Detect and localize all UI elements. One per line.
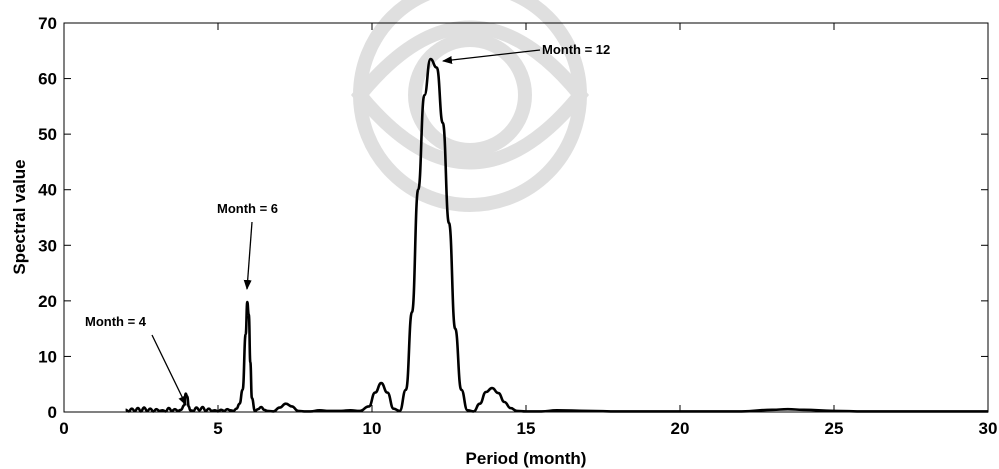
y-tick-label: 60	[38, 70, 57, 89]
y-tick-label: 20	[38, 292, 57, 311]
x-tick-label: 20	[671, 419, 690, 438]
annotation-arrow	[151, 334, 187, 406]
x-tick-label: 10	[363, 419, 382, 438]
watermark-emblem	[350, 0, 590, 212]
y-axis-label: Spectral value	[10, 159, 29, 274]
annotation-label: Month = 6	[217, 201, 278, 216]
annotation-arrow	[442, 49, 541, 64]
x-tick-label: 0	[59, 419, 68, 438]
annotation-arrow	[243, 221, 253, 290]
y-tick-label: 30	[38, 236, 57, 255]
annotation-label: Month = 4	[85, 314, 147, 329]
x-axis-ticks: 0 5 10 15 20 25 30	[59, 23, 997, 438]
x-tick-label: 15	[517, 419, 536, 438]
spectral-series-line	[125, 57, 988, 413]
y-axis-ticks: 0 10 20 30 40 50 60 70	[38, 14, 988, 422]
x-axis-label: Period (month)	[466, 449, 587, 468]
y-tick-label: 0	[48, 403, 57, 422]
y-tick-label: 50	[38, 125, 57, 144]
y-tick-label: 70	[38, 14, 57, 33]
x-tick-label: 30	[979, 419, 998, 438]
x-tick-label: 5	[213, 419, 222, 438]
annotations: Month = 4 Month = 6 Month = 12	[85, 42, 610, 406]
y-tick-label: 10	[38, 347, 57, 366]
y-tick-label: 40	[38, 181, 57, 200]
x-tick-label: 25	[825, 419, 844, 438]
annotation-label: Month = 12	[542, 42, 610, 57]
